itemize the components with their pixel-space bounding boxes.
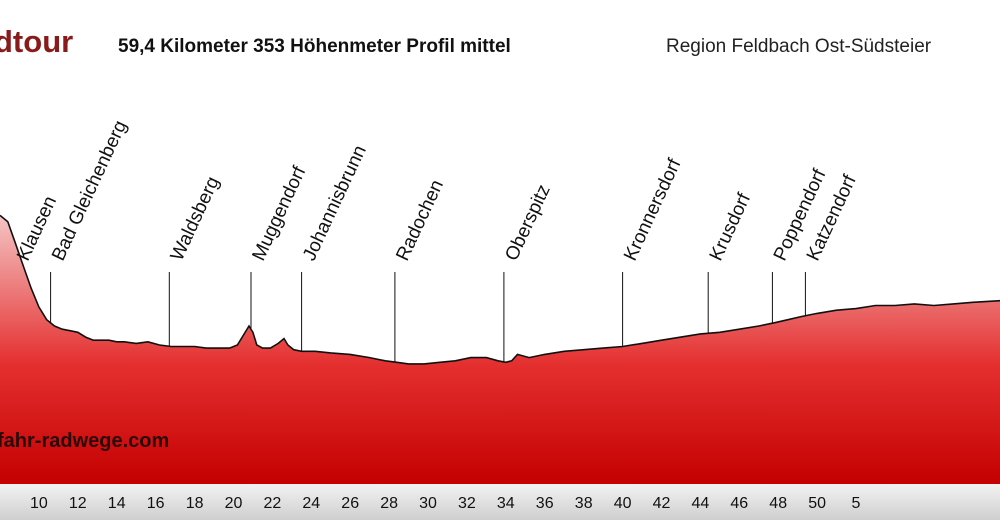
- x-tick-label: 42: [653, 495, 671, 512]
- x-tick-label: 26: [341, 495, 359, 512]
- x-axis-band: [0, 484, 1000, 520]
- region-label: Region Feldbach Ost-Südsteier: [666, 36, 932, 57]
- x-tick-label: 32: [458, 495, 476, 512]
- x-tick-label: 48: [769, 495, 787, 512]
- x-tick-label: 28: [380, 495, 398, 512]
- x-tick-label: 24: [302, 495, 320, 512]
- x-tick-label: 22: [264, 495, 282, 512]
- chart-title: dtour: [0, 24, 73, 59]
- x-tick-label: 5: [852, 495, 861, 512]
- place-label: Radochen: [392, 177, 448, 264]
- place-label: Bad Gleichenberg: [48, 117, 131, 264]
- website-watermark: fahr-radwege.com: [0, 430, 169, 452]
- x-tick-label: 40: [614, 495, 632, 512]
- elevation-area: [0, 215, 1000, 484]
- x-tick-label: 12: [69, 495, 87, 512]
- x-tick-label: 14: [108, 495, 126, 512]
- x-tick-label: 18: [186, 495, 204, 512]
- elevation-line: [0, 214, 1000, 365]
- x-tick-label: 34: [497, 495, 515, 512]
- place-label: Kronnersdorf: [620, 155, 686, 264]
- place-label: Krusdorf: [706, 190, 756, 265]
- route-stats: 59,4 Kilometer 353 Höhenmeter Profil mit…: [118, 36, 511, 57]
- x-tick-label: 20: [225, 495, 243, 512]
- place-marker-lines: [15, 243, 806, 363]
- x-tick-label: 38: [575, 495, 593, 512]
- place-label: Oberspitz: [501, 182, 554, 265]
- x-axis-ticks: 10 12 14 16 18 20 22 24 26 28 30 32 34 36 38 40 42 44 46 48…: [30, 495, 861, 512]
- x-tick-label: 36: [536, 495, 554, 512]
- x-tick-label: 16: [147, 495, 165, 512]
- x-tick-label: 10: [30, 495, 48, 512]
- place-label: Johannisbrunn: [299, 142, 371, 264]
- place-label: Waldsberg: [167, 174, 224, 265]
- x-tick-label: 50: [808, 495, 826, 512]
- x-tick-label: 30: [419, 495, 437, 512]
- x-tick-label: 46: [730, 495, 748, 512]
- x-tick-label: 44: [692, 495, 710, 512]
